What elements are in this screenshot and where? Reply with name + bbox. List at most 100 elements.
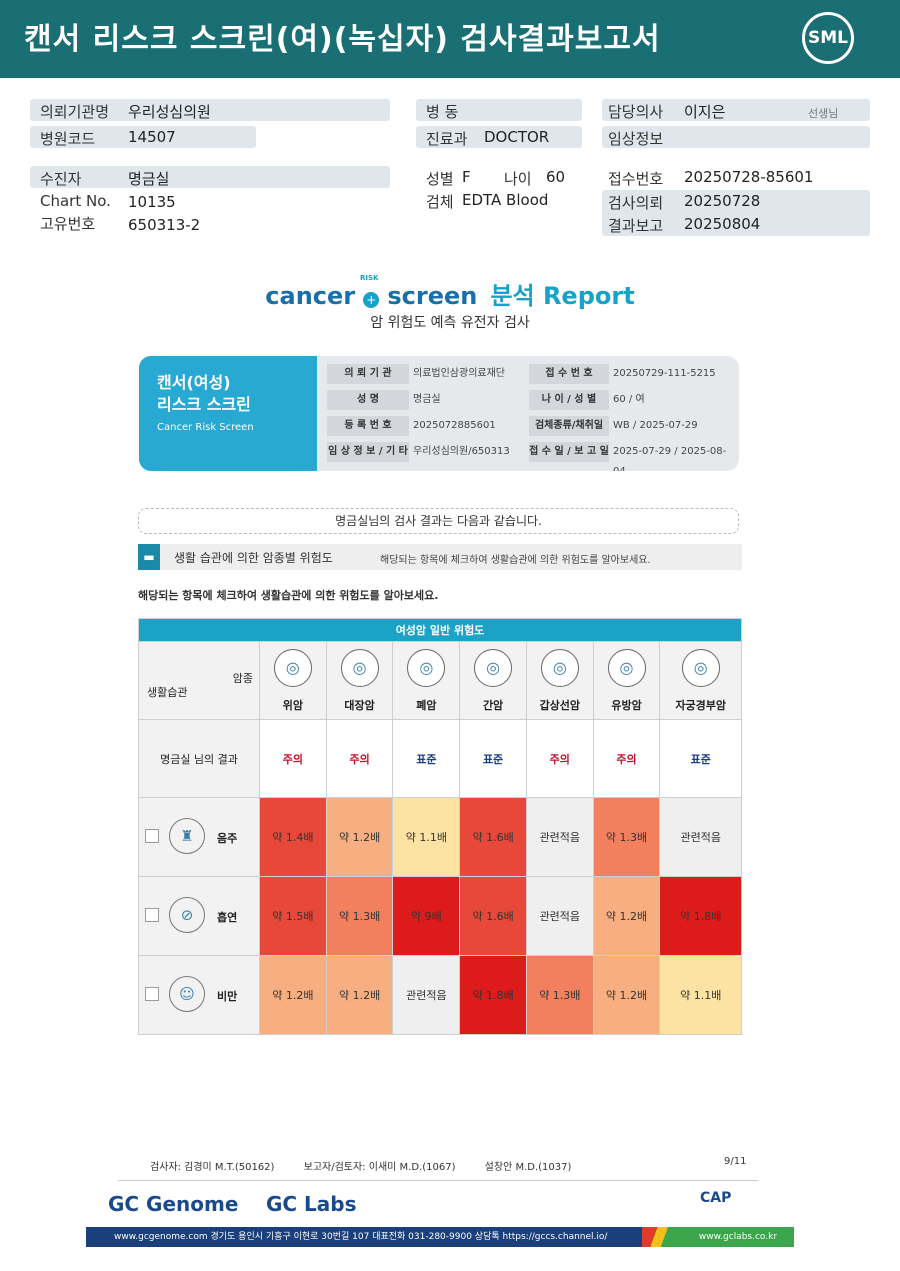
- doctor-bar: [602, 99, 870, 121]
- risk-cell: 약 1.3배: [325, 876, 394, 956]
- card-value: 60 / 여: [613, 394, 645, 405]
- specimen-value: EDTA Blood: [462, 191, 549, 209]
- request-report-bar: [602, 190, 870, 236]
- habit-drinking: ♜ 음주: [138, 797, 260, 877]
- request-value: 20250728: [684, 192, 761, 210]
- brand-risk: RISK: [360, 274, 379, 282]
- card-row: 등 록 번 호 2025072885601 검체종류/채취일 WB / 2025…: [327, 416, 737, 438]
- bottle-icon: ♜: [169, 818, 205, 854]
- risk-cell: 약 1.1배: [392, 797, 461, 877]
- third-signature: 설창안 M.D.(1037): [484, 1162, 572, 1173]
- signature-divider: [118, 1180, 758, 1181]
- brand-subtitle: 암 위험도 예측 유전자 검사: [370, 315, 530, 331]
- gc-genome-logo: GC Genome: [108, 1192, 239, 1216]
- risk-cell: 관련적음: [659, 797, 742, 877]
- card-row: 성 명 명금실 나 이 / 성 별 60 / 여: [327, 390, 737, 412]
- cancer-col-lung: ◎ 폐암: [392, 641, 461, 720]
- hospital-code-bar: [30, 126, 256, 148]
- risk-cell: 약 1.4배: [259, 797, 327, 877]
- risk-cell: 약 1.2배: [325, 797, 394, 877]
- result-status: 주의: [525, 719, 594, 798]
- report-title: 캔서 리스크 스크린(여)(녹십자) 검사결과보고서: [24, 22, 661, 57]
- uid-value: 650313-2: [128, 216, 201, 234]
- risk-cell: 약 1.1배: [659, 955, 742, 1035]
- doctor-value: 이지은: [684, 103, 726, 121]
- card-value: 의료법인삼광의료재단: [413, 368, 505, 379]
- chart-label: Chart No.: [40, 192, 111, 210]
- colon-icon: ◎: [340, 649, 379, 687]
- card-title-en: Cancer Risk Screen: [157, 422, 254, 433]
- risk-plus-icon: +: [363, 291, 380, 308]
- card-key: 임 상 정 보 / 기 타: [327, 442, 409, 462]
- risk-cell: 약 9배: [392, 876, 461, 956]
- dept-value: DOCTOR: [484, 128, 550, 146]
- clinical-bar: [602, 126, 870, 148]
- risk-cell: 약 1.6배: [459, 876, 527, 956]
- specimen-label: 검체: [426, 193, 454, 211]
- patient-label: 수진자: [40, 170, 82, 188]
- brand-screen: screen: [387, 282, 478, 310]
- smoking-checkbox[interactable]: [145, 908, 159, 922]
- result-status: 표준: [392, 719, 461, 798]
- habit-row-obesity: ☺ 비만 약 1.2배 약 1.2배 관련적음 약 1.8배 약 1.3배 약 …: [138, 955, 742, 1035]
- hospital-code-value: 14507: [128, 128, 176, 146]
- summary-card: 캔서(여성) 리스크 스크린 Cancer Risk Screen 의 뢰 기 …: [139, 356, 739, 471]
- signature-line: 검사자: 김경미 M.T.(50162) 보고자/검토자: 이새미 M.D.(1…: [150, 1158, 597, 1173]
- brand-cancer: cancer: [265, 282, 356, 310]
- tester-signature: 검사자: 김경미 M.T.(50162): [150, 1162, 275, 1173]
- card-key: 접 수 일 / 보 고 일: [529, 442, 609, 462]
- ward-label: 병 동: [426, 103, 459, 121]
- risk-cell: 약 1.8배: [459, 955, 527, 1035]
- stomach-icon: ◎: [273, 649, 312, 687]
- risk-cell: 약 1.3배: [592, 797, 661, 877]
- bed-icon: ▬: [138, 544, 160, 570]
- cancer-col-liver: ◎ 간암: [459, 641, 527, 720]
- brand-report: 분석 Report: [490, 282, 635, 310]
- footer-address: www.gcgenome.com 경기도 용인시 기흥구 이현로 30번길 10…: [114, 1232, 608, 1242]
- cancer-col-cervical: ◎ 자궁경부암: [659, 641, 742, 720]
- risk-cell: 약 1.2배: [259, 955, 327, 1035]
- cancer-col-colon: ◎ 대장암: [325, 641, 394, 720]
- result-report-label: 결과보고: [608, 217, 664, 235]
- institution-value: 우리성심의원: [128, 103, 211, 121]
- habit-name: 음주: [217, 832, 238, 845]
- card-key: 접 수 번 호: [529, 364, 609, 384]
- card-key: 성 명: [327, 390, 409, 410]
- footer-stripe: [642, 1227, 682, 1247]
- thyroid-icon: ◎: [540, 649, 579, 687]
- result-row: 명금실 님의 결과 주의 주의 표준 표준 주의 주의 표준: [138, 719, 742, 798]
- card-value: 2025072885601: [413, 420, 496, 431]
- request-label: 검사의뢰: [608, 194, 664, 212]
- card-value: WB / 2025-07-29: [613, 420, 698, 431]
- age-value: 60: [546, 168, 566, 186]
- risk-cell: 관련적음: [525, 876, 594, 956]
- habit-smoking: ⊘ 흡연: [138, 876, 260, 956]
- card-key: 의 뢰 기 관: [327, 364, 409, 384]
- habit-row-smoking: ⊘ 흡연 약 1.5배 약 1.3배 약 9배 약 1.6배 관련적음 약 1.…: [138, 876, 742, 956]
- card-key: 나 이 / 성 별: [529, 390, 609, 410]
- result-status: 주의: [325, 719, 394, 798]
- sex-label: 성별: [426, 170, 454, 188]
- doctor-suffix: 선생님: [808, 107, 839, 120]
- drinking-checkbox[interactable]: [145, 829, 159, 843]
- patient-bar: [30, 166, 390, 188]
- table-corner: 암종 생활습관: [138, 641, 260, 720]
- card-row: 임 상 정 보 / 기 타 우리성심의원/650313 접 수 일 / 보 고 …: [327, 442, 737, 471]
- hospital-code-label: 병원코드: [40, 130, 96, 148]
- footer-site: www.gclabs.co.kr: [682, 1227, 794, 1247]
- card-title-line2: 리스크 스크린: [157, 395, 251, 414]
- dept-bar: [416, 126, 582, 148]
- age-label: 나이: [504, 170, 532, 188]
- cigarette-icon: ⊘: [169, 897, 205, 933]
- risk-table: 여성암 일반 위험도 암종 생활습관 ◎ 위암 ◎ 대장암 ◎ 폐암 ◎ 간암 ◎ 갑상선…: [138, 618, 742, 1035]
- card-value: 2025-07-29 / 2025-08-04: [613, 446, 727, 471]
- gc-labs-logo: GC Labs: [266, 1192, 357, 1216]
- habit-row-drinking: ♜ 음주 약 1.4배 약 1.2배 약 1.1배 약 1.6배 관련적음 약 …: [138, 797, 742, 877]
- risk-cell: 약 1.3배: [525, 955, 594, 1035]
- report-header: 캔서 리스크 스크린(여)(녹십자) 검사결과보고서 SML: [0, 0, 900, 78]
- obesity-checkbox[interactable]: [145, 987, 159, 1001]
- receipt-label: 접수번호: [608, 170, 664, 188]
- card-key: 등 록 번 호: [327, 416, 409, 436]
- card-title-line1: 캔서(여성): [157, 373, 231, 392]
- card-value: 20250729-111-5215: [613, 368, 716, 379]
